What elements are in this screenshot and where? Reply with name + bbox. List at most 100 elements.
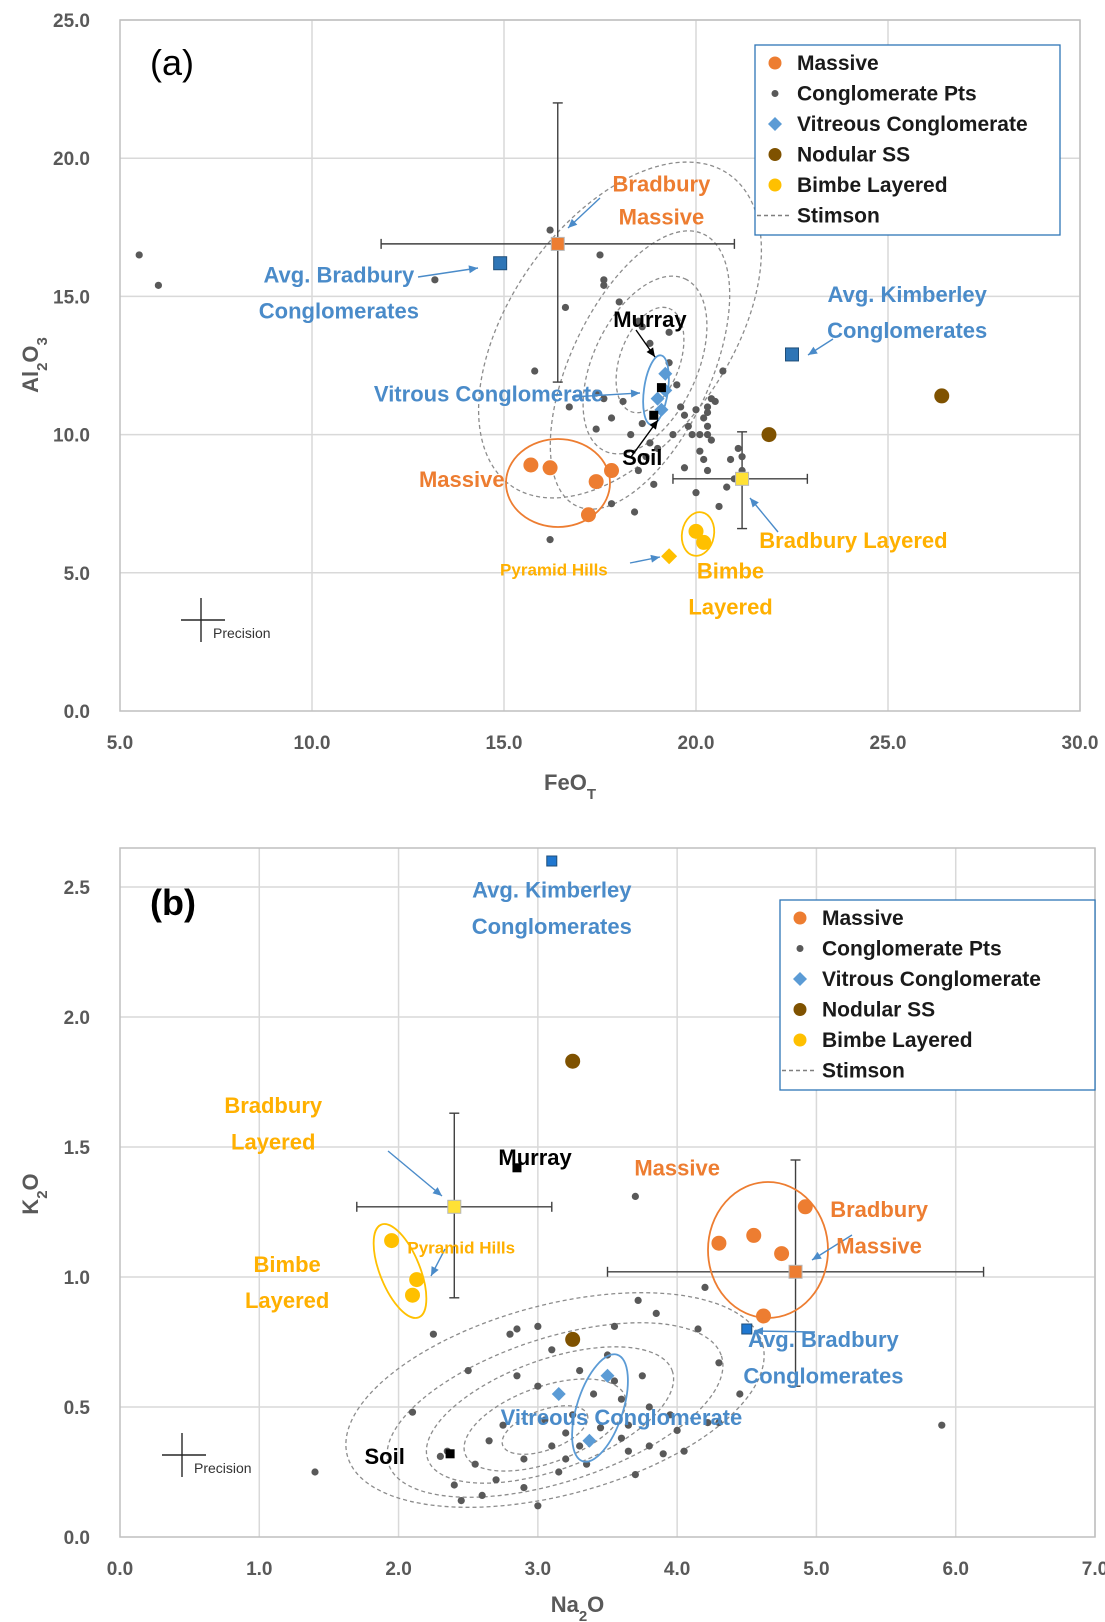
conglomerate-point bbox=[450, 1481, 458, 1489]
y-tick-label: 20.0 bbox=[53, 149, 90, 170]
legend-marker bbox=[796, 945, 804, 952]
conglomerate-point bbox=[684, 422, 692, 430]
x-tick-label: 20.0 bbox=[678, 733, 715, 754]
massive-group-ellipse bbox=[707, 1181, 829, 1319]
x-tick-label: 2.0 bbox=[385, 1559, 411, 1580]
conglomerate-point bbox=[677, 403, 685, 411]
bimbe-point bbox=[409, 1272, 425, 1288]
legend-label: Bimbe Layered bbox=[822, 1029, 973, 1052]
conglomerate-point bbox=[645, 1403, 653, 1411]
conglomerate-point bbox=[634, 466, 643, 475]
x-tick-label: 25.0 bbox=[870, 733, 907, 754]
conglomerate-point bbox=[703, 422, 712, 430]
arrow-head bbox=[630, 389, 640, 398]
precision-label: Precision bbox=[213, 625, 271, 641]
arrow-head bbox=[750, 498, 759, 508]
nodular-point bbox=[565, 1053, 581, 1069]
annotation-arrow bbox=[753, 1330, 816, 1333]
conglomerate-point bbox=[707, 436, 715, 444]
nodular-point bbox=[761, 427, 777, 443]
annotation-label: Avg. Bradbury bbox=[263, 263, 415, 288]
y-axis-label: K2O bbox=[18, 1173, 51, 1214]
massive-point bbox=[588, 474, 604, 490]
legend-label: Vitrous Conglomerate bbox=[822, 968, 1041, 991]
conglomerate-point bbox=[669, 431, 677, 439]
stimson-contour bbox=[425, 1346, 675, 1484]
plot-frame bbox=[119, 847, 1096, 1538]
x-tick-label: 7.0 bbox=[1082, 1559, 1105, 1580]
conglomerate-point bbox=[680, 1447, 688, 1455]
annotation-label: Bradbury bbox=[830, 1197, 929, 1222]
nodular-point bbox=[565, 1331, 581, 1347]
annotation-label: Layered bbox=[245, 1288, 329, 1313]
annotation-label: Massive bbox=[836, 1234, 922, 1259]
vitreous-point bbox=[658, 366, 673, 381]
conglomerate-point bbox=[650, 480, 658, 488]
conglomerate-point bbox=[485, 1437, 493, 1445]
conglomerate-point bbox=[704, 1419, 712, 1427]
soil-marker bbox=[649, 410, 659, 420]
massive-point bbox=[711, 1235, 727, 1251]
y-tick-label: 1.0 bbox=[64, 1268, 90, 1289]
conglomerate-point bbox=[703, 403, 712, 411]
y-tick-label: 5.0 bbox=[64, 564, 90, 585]
conglomerate-point bbox=[436, 1452, 444, 1460]
bimbe-point bbox=[405, 1287, 420, 1303]
annotation-label: Conglomerates bbox=[472, 914, 632, 939]
arrow-head bbox=[431, 1266, 439, 1276]
bimbe-group-ellipse bbox=[680, 511, 716, 557]
x-tick-label: 3.0 bbox=[525, 1559, 551, 1580]
conglomerate-point bbox=[723, 483, 731, 491]
conglomerate-point bbox=[630, 508, 639, 516]
nodular-point bbox=[934, 388, 950, 404]
conglomerate-point bbox=[548, 1442, 556, 1450]
legend-marker bbox=[768, 148, 782, 161]
annotation-label: Vitreous Conglomerate bbox=[501, 1405, 743, 1430]
conglomerate-point bbox=[692, 489, 700, 497]
legend-label: Nodular SS bbox=[822, 999, 935, 1022]
annotation-label: Pyramid Hills bbox=[500, 561, 608, 580]
panel-a: 5.0 10.0 15.0 20.0 25.0 30.0 0.0 5.0 10.0 15.0 20.… bbox=[18, 11, 1098, 803]
legend-box bbox=[779, 899, 1096, 1091]
conglomerate-point bbox=[638, 1372, 646, 1380]
conglomerate-point bbox=[711, 397, 719, 406]
annotation-arrow bbox=[571, 392, 641, 398]
conglomerate-point bbox=[562, 1429, 570, 1437]
conglomerate-point bbox=[471, 1460, 479, 1468]
conglomerate-point bbox=[624, 1421, 632, 1429]
conglomerate-point bbox=[596, 1424, 605, 1432]
legend-marker bbox=[793, 1003, 807, 1016]
avg-kimberley-congl-marker bbox=[546, 855, 558, 867]
arrow-head bbox=[650, 554, 660, 563]
conglomerate-point bbox=[610, 1322, 619, 1330]
vitreous-point bbox=[600, 1368, 615, 1383]
conglomerate-point bbox=[703, 466, 712, 475]
conglomerate-point bbox=[619, 397, 627, 406]
legend-label: Bimbe Layered bbox=[797, 174, 948, 197]
annotation-label: Conglomerates bbox=[743, 1364, 903, 1389]
conglomerate-point bbox=[607, 414, 616, 422]
conglomerate-point bbox=[673, 381, 681, 389]
x-tick-label: 0.0 bbox=[107, 1559, 133, 1580]
annotation-label: Bradbury bbox=[224, 1093, 323, 1118]
conglomerate-point bbox=[634, 1296, 642, 1304]
conglomerate-point bbox=[534, 1322, 542, 1330]
legend-label: Massive bbox=[797, 52, 879, 75]
annotation-label: Bradbury Layered bbox=[759, 528, 947, 553]
legend-marker bbox=[793, 972, 807, 986]
annotation-arrow bbox=[387, 1150, 443, 1197]
annotation-arrow bbox=[417, 267, 479, 278]
massive-point bbox=[523, 457, 539, 473]
stimson-contour bbox=[549, 230, 731, 510]
annotation-label: Conglomerates bbox=[827, 318, 987, 343]
conglomerate-point bbox=[700, 455, 708, 464]
x-axis-label: FeOT bbox=[544, 770, 596, 803]
annotation-label: Layered bbox=[688, 594, 772, 619]
conglomerate-point bbox=[555, 1468, 563, 1476]
conglomerate-point bbox=[520, 1455, 528, 1463]
legend-marker bbox=[768, 56, 782, 70]
vitreous-point bbox=[650, 391, 665, 406]
conglomerate-point bbox=[938, 1421, 946, 1429]
x-tick-label: 5.0 bbox=[803, 1559, 829, 1580]
y-tick-label: 2.0 bbox=[64, 1008, 90, 1029]
